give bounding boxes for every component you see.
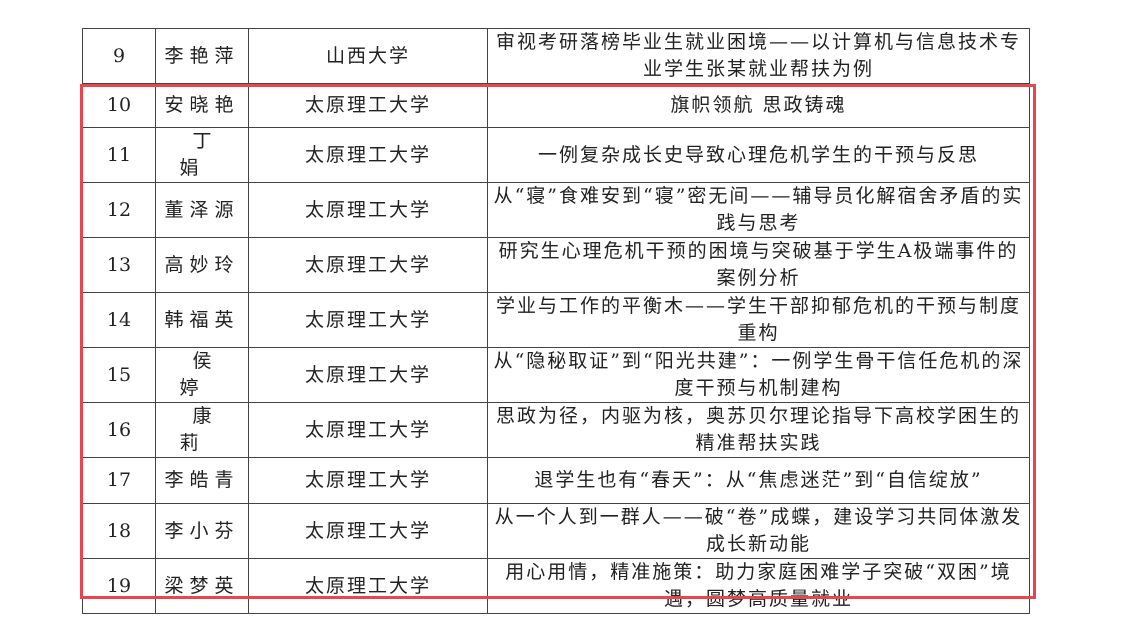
- school-name: 太原理工大学: [248, 127, 488, 183]
- row-number: 16: [82, 402, 156, 458]
- person-name: 丁娟: [155, 127, 249, 183]
- row-number: 9: [82, 28, 156, 84]
- row-number: 15: [82, 347, 156, 403]
- person-name: 李皓青: [155, 457, 249, 504]
- case-title: 用心用情，精准施策：助力家庭困难学子突破“双困”境遇，圆梦高质量就业: [487, 558, 1030, 614]
- table-row: 17 李皓青 太原理工大学 退学生也有“春天”：从“焦虑迷茫”到“自信绽放”: [82, 457, 1030, 504]
- table-row: 11 丁娟 太原理工大学 一例复杂成长史导致心理危机学生的干预与反思: [82, 127, 1030, 183]
- school-name: 太原理工大学: [248, 457, 488, 504]
- person-name: 李艳萍: [155, 28, 249, 84]
- award-table: 9 李艳萍 山西大学 审视考研落榜毕业生就业困境——以计算机与信息技术专业学生张某就业…: [82, 28, 1030, 614]
- person-name: 董泽源: [155, 182, 249, 238]
- row-number: 12: [82, 182, 156, 238]
- case-title: 一例复杂成长史导致心理危机学生的干预与反思: [487, 127, 1030, 183]
- school-name: 太原理工大学: [248, 347, 488, 403]
- row-number: 19: [82, 558, 156, 614]
- row-number: 17: [82, 457, 156, 504]
- table-row: 12 董泽源 太原理工大学 从“寝”食难安到“寝”密无间——辅导员化解宿舍矛盾的实践与…: [82, 182, 1030, 238]
- table-row: 10 安晓艳 太原理工大学 旗帜领航 思政铸魂: [82, 83, 1030, 128]
- case-title: 从“寝”食难安到“寝”密无间——辅导员化解宿舍矛盾的实践与思考: [487, 182, 1030, 238]
- table-row: 15 侯婷 太原理工大学 从“隐秘取证”到“阳光共建”：一例学生骨干信任危机的深度干预…: [82, 347, 1030, 403]
- table-row: 9 李艳萍 山西大学 审视考研落榜毕业生就业困境——以计算机与信息技术专业学生张某就业…: [82, 28, 1030, 84]
- person-name: 高妙玲: [155, 237, 249, 293]
- school-name: 山西大学: [248, 28, 488, 84]
- case-title: 从一个人到一群人——破“卷”成蝶，建设学习共同体激发成长新动能: [487, 503, 1030, 559]
- table-row: 18 李小芬 太原理工大学 从一个人到一群人——破“卷”成蝶，建设学习共同体激发成长新…: [82, 503, 1030, 559]
- person-name: 侯婷: [155, 347, 249, 403]
- school-name: 太原理工大学: [248, 558, 488, 614]
- school-name: 太原理工大学: [248, 503, 488, 559]
- case-title: 从“隐秘取证”到“阳光共建”：一例学生骨干信任危机的深度干预与机制建构: [487, 347, 1030, 403]
- school-name: 太原理工大学: [248, 237, 488, 293]
- person-name: 李小芬: [155, 503, 249, 559]
- case-title: 研究生心理危机干预的困境与突破基于学生A极端事件的案例分析: [487, 237, 1030, 293]
- case-title: 学业与工作的平衡木——学生干部抑郁危机的干预与制度重构: [487, 292, 1030, 348]
- table-row: 13 高妙玲 太原理工大学 研究生心理危机干预的困境与突破基于学生A极端事件的案例分析: [82, 237, 1030, 293]
- row-number: 10: [82, 83, 156, 128]
- person-name: 梁梦英: [155, 558, 249, 614]
- case-title: 旗帜领航 思政铸魂: [487, 83, 1030, 128]
- case-title: 退学生也有“春天”：从“焦虑迷茫”到“自信绽放”: [487, 457, 1030, 504]
- case-title: 审视考研落榜毕业生就业困境——以计算机与信息技术专业学生张某就业帮扶为例: [487, 28, 1030, 84]
- row-number: 13: [82, 237, 156, 293]
- case-title: 思政为径，内驱为核，奥苏贝尔理论指导下高校学困生的精准帮扶实践: [487, 402, 1030, 458]
- school-name: 太原理工大学: [248, 292, 488, 348]
- school-name: 太原理工大学: [248, 182, 488, 238]
- person-name: 韩福英: [155, 292, 249, 348]
- person-name: 康莉: [155, 402, 249, 458]
- table-row: 16 康莉 太原理工大学 思政为径，内驱为核，奥苏贝尔理论指导下高校学困生的精准帮扶实…: [82, 402, 1030, 458]
- school-name: 太原理工大学: [248, 402, 488, 458]
- row-number: 11: [82, 127, 156, 183]
- school-name: 太原理工大学: [248, 83, 488, 128]
- person-name: 安晓艳: [155, 83, 249, 128]
- table-row: 19 梁梦英 太原理工大学 用心用情，精准施策：助力家庭困难学子突破“双困”境遇，圆梦…: [82, 558, 1030, 614]
- table-row: 14 韩福英 太原理工大学 学业与工作的平衡木——学生干部抑郁危机的干预与制度重构: [82, 292, 1030, 348]
- row-number: 18: [82, 503, 156, 559]
- row-number: 14: [82, 292, 156, 348]
